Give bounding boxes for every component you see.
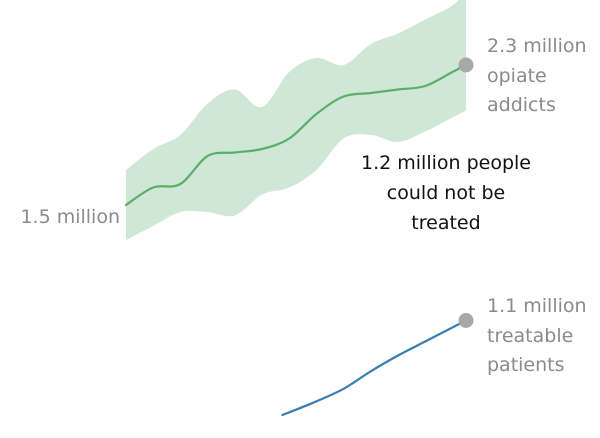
- addicts-range-band: [126, 0, 466, 240]
- treatable-end-marker: [458, 313, 474, 328]
- addicts-end-marker: [458, 57, 474, 73]
- treatable-end-label-line-3: patients: [487, 354, 565, 376]
- gap-annotation-line-3: treated: [411, 212, 480, 234]
- addicts-end-label-line-2: opiate: [487, 65, 547, 87]
- treatable-end-label-line-2: treatable: [487, 325, 573, 347]
- start-value-label: 1.5 million: [20, 206, 120, 228]
- addicts-end-label-line-3: addicts: [487, 94, 556, 116]
- treatable-end-label-line-1: 1.1 million: [487, 295, 587, 317]
- addicts-end-label: 2.3 million opiate addicts: [487, 35, 587, 116]
- plot-area: [124, 0, 474, 417]
- gap-annotation-line-2: could not be: [387, 182, 505, 204]
- addicts-end-label-line-1: 2.3 million: [487, 35, 587, 57]
- gap-annotation-line-1: 1.2 million people: [361, 152, 531, 174]
- treatable-series-line: [281, 319, 468, 417]
- treatable-end-label: 1.1 million treatable patients: [487, 295, 587, 376]
- gap-annotation: 1.2 million people could not be treated: [361, 152, 531, 234]
- addicts-series-line: [124, 63, 468, 207]
